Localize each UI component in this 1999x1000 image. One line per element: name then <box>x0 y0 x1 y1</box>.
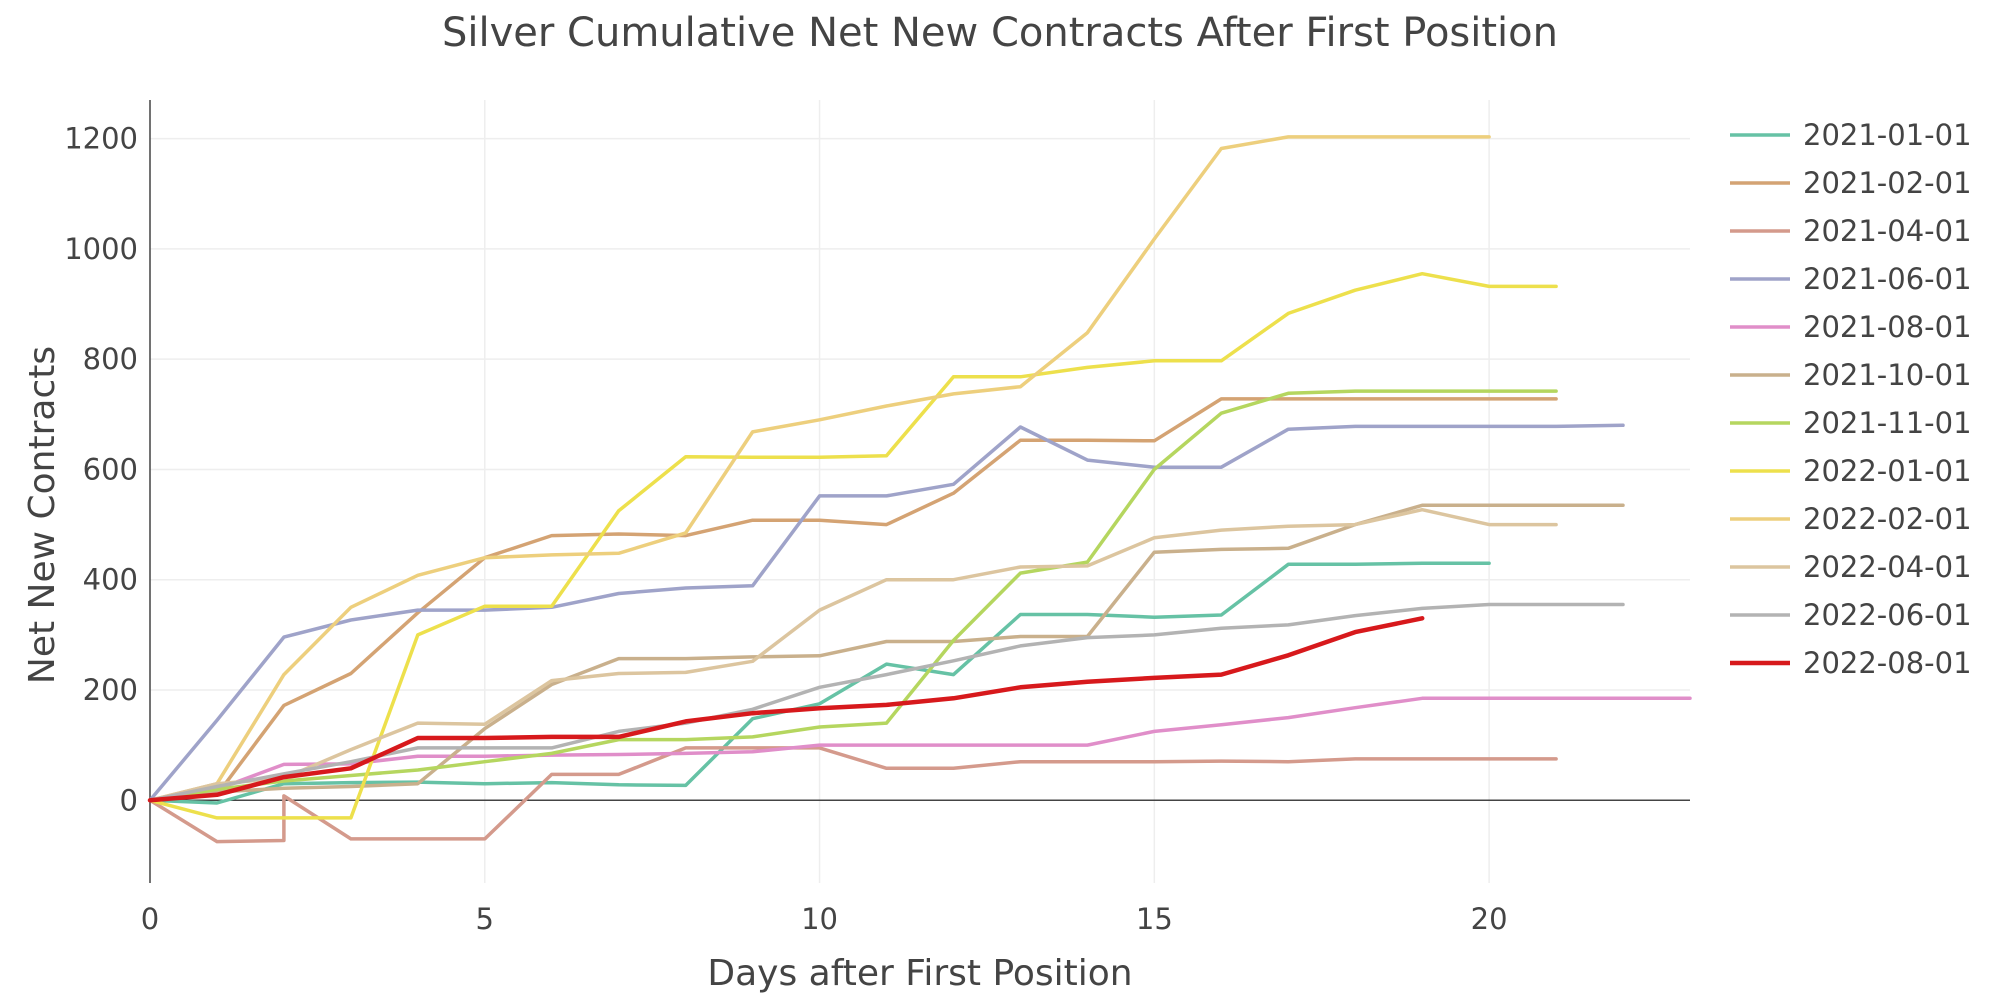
x-tick-label: 20 <box>1471 902 1508 936</box>
y-tick-label: 1000 <box>64 232 138 266</box>
legend-label: 2021-08-01 <box>1803 310 1972 344</box>
x-tick-label: 5 <box>476 902 494 936</box>
series-line-2022-02-01 <box>148 135 1491 803</box>
y-tick-label: 1200 <box>64 122 138 156</box>
y-tick-label: 800 <box>83 342 138 376</box>
legend-label: 2022-01-01 <box>1803 454 1972 488</box>
y-tick-label: 400 <box>83 563 138 597</box>
legend-label: 2022-08-01 <box>1803 646 1972 680</box>
legend-label: 2021-01-01 <box>1803 118 1972 152</box>
legend-label: 2022-04-01 <box>1803 550 1972 584</box>
series-line-2021-08-01 <box>148 696 1692 803</box>
legend-label: 2021-10-01 <box>1803 358 1972 392</box>
x-tick-label: 10 <box>801 902 838 936</box>
x-tick-labels: 0 5 10 15 20 <box>141 902 1508 936</box>
legend-label: 2022-02-01 <box>1803 502 1972 536</box>
y-tick-label: 200 <box>83 673 138 707</box>
series-line-2021-04-01 <box>148 746 1558 844</box>
chart-title: Silver Cumulative Net New Contracts Afte… <box>442 10 1558 56</box>
series-line-2022-04-01 <box>148 507 1558 803</box>
x-tick-label: 15 <box>1136 902 1173 936</box>
y-tick-label: 0 <box>120 783 138 817</box>
x-axis-title: Days after First Position <box>707 953 1132 994</box>
series-lines <box>147 135 1692 844</box>
y-tick-labels: 0 200 400 600 800 1000 1200 <box>64 122 138 818</box>
series-line-2021-06-01 <box>148 423 1625 803</box>
legend-label: 2021-06-01 <box>1803 262 1972 296</box>
series-line-2021-02-01 <box>148 397 1558 803</box>
y-tick-label: 600 <box>83 452 138 486</box>
series-line-2022-06-01 <box>148 602 1625 803</box>
y-axis-title: Net New Contracts <box>22 346 63 684</box>
legend: 2021-01-01 2021-02-01 2021-04-01 2021-06-01… <box>1730 118 1972 680</box>
series-line-2022-01-01 <box>148 271 1558 820</box>
legend-label: 2021-11-01 <box>1803 406 1972 440</box>
series-line-2021-01-01 <box>148 561 1491 805</box>
legend-label: 2022-06-01 <box>1803 598 1972 632</box>
legend-label: 2021-02-01 <box>1803 166 1972 200</box>
series-line-2022-08-01 <box>147 616 1425 803</box>
x-tick-label: 0 <box>141 902 159 936</box>
legend-label: 2021-04-01 <box>1803 214 1972 248</box>
series-line-2021-11-01 <box>148 389 1558 803</box>
